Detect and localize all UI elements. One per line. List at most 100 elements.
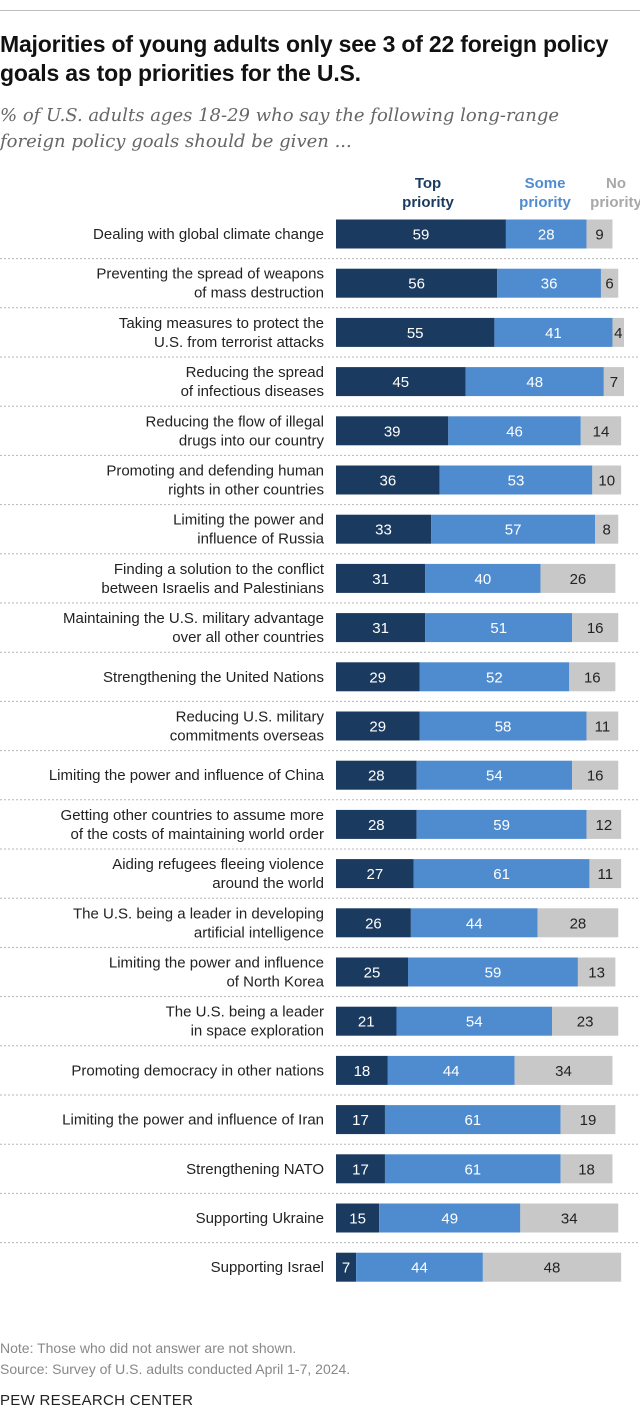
value-label-none: 6 bbox=[605, 276, 613, 293]
category-label: The U.S. being a leader in space explorat… bbox=[166, 1004, 324, 1040]
bar-some bbox=[416, 809, 587, 839]
value-label-some: 49 bbox=[441, 1211, 458, 1228]
bar-some bbox=[419, 662, 570, 692]
value-label-some: 41 bbox=[545, 325, 562, 342]
category-label: Maintaining the U.S. military advantage o… bbox=[63, 610, 324, 646]
value-label-some: 61 bbox=[464, 1112, 481, 1129]
value-label-some: 44 bbox=[411, 1260, 428, 1277]
bar-top bbox=[336, 859, 414, 889]
value-label-some: 52 bbox=[486, 669, 503, 686]
value-label-some: 44 bbox=[466, 915, 483, 932]
bar-some bbox=[396, 1006, 552, 1036]
bar-top bbox=[336, 514, 432, 544]
bar-top bbox=[336, 809, 417, 839]
value-label-none: 9 bbox=[595, 227, 603, 244]
value-label-top: 33 bbox=[375, 522, 392, 539]
bar-none bbox=[552, 1006, 619, 1036]
bar-none bbox=[572, 760, 619, 790]
value-label-top: 45 bbox=[392, 374, 409, 391]
category-label: The U.S. being a leader in developing art… bbox=[73, 905, 324, 941]
bar-some bbox=[356, 1252, 483, 1282]
bar-none bbox=[560, 1105, 616, 1135]
value-label-top: 55 bbox=[407, 325, 424, 342]
bar-top bbox=[336, 711, 420, 741]
value-label-top: 17 bbox=[352, 1112, 369, 1129]
bar-none bbox=[595, 514, 619, 544]
category-label: Strengthening NATO bbox=[186, 1161, 324, 1178]
bar-some bbox=[431, 514, 596, 544]
value-label-none: 19 bbox=[580, 1112, 597, 1129]
value-label-none: 4 bbox=[614, 325, 622, 342]
value-label-some: 28 bbox=[538, 227, 555, 244]
value-label-some: 61 bbox=[493, 866, 510, 883]
value-label-top: 59 bbox=[413, 227, 430, 244]
category-label: Getting other countries to assume more of… bbox=[61, 807, 324, 843]
value-label-top: 39 bbox=[384, 423, 401, 440]
bar-some bbox=[410, 908, 538, 938]
value-label-none: 16 bbox=[587, 768, 604, 785]
footer-brand: PEW RESEARCH CENTER bbox=[0, 1392, 194, 1409]
value-label-none: 18 bbox=[578, 1161, 595, 1178]
value-label-top: 27 bbox=[367, 866, 384, 883]
bar-none bbox=[600, 268, 619, 298]
bar-none bbox=[572, 613, 619, 643]
bar-top bbox=[336, 268, 498, 298]
value-label-top: 29 bbox=[369, 669, 386, 686]
category-label: Limiting the power and influence of Russi… bbox=[173, 512, 325, 548]
bar-none bbox=[603, 367, 624, 397]
bar-none bbox=[537, 908, 619, 938]
category-label: Promoting democracy in other nations bbox=[71, 1062, 324, 1079]
value-label-none: 34 bbox=[555, 1063, 572, 1080]
value-label-top: 31 bbox=[372, 571, 389, 588]
value-label-top: 26 bbox=[365, 915, 382, 932]
bar-some bbox=[497, 268, 601, 298]
bar-top bbox=[336, 465, 440, 495]
value-label-none: 10 bbox=[598, 473, 615, 490]
bar-some bbox=[425, 613, 573, 643]
stacked-bar-chart: Top priority Some priority No priority Dealing… bbox=[0, 175, 640, 1282]
bar-none bbox=[514, 1055, 613, 1085]
value-label-some: 59 bbox=[485, 965, 502, 982]
chart-title: Majorities of young adults only see 3 of… bbox=[0, 31, 609, 86]
bar-none bbox=[580, 416, 622, 446]
bar-top bbox=[336, 908, 411, 938]
bar-top bbox=[336, 563, 426, 593]
bar-some bbox=[448, 416, 581, 446]
value-label-top: 28 bbox=[368, 768, 385, 785]
value-label-none: 12 bbox=[595, 817, 612, 834]
bar-top bbox=[336, 1055, 388, 1085]
value-label-none: 11 bbox=[595, 719, 611, 736]
value-label-none: 14 bbox=[593, 423, 610, 440]
bar-none bbox=[540, 563, 616, 593]
value-label-top: 56 bbox=[408, 276, 425, 293]
bar-none bbox=[520, 1203, 619, 1233]
bar-none bbox=[586, 809, 622, 839]
bar-none bbox=[612, 317, 624, 347]
bar-top bbox=[336, 367, 466, 397]
chart-source: Source: Survey of U.S. adults conducted … bbox=[0, 1361, 351, 1377]
bar-top bbox=[336, 760, 417, 790]
category-label: Aiding refugees fleeing violence around t… bbox=[112, 856, 324, 892]
value-label-none: 34 bbox=[561, 1211, 578, 1228]
value-label-some: 61 bbox=[464, 1161, 481, 1178]
value-label-some: 53 bbox=[508, 473, 525, 490]
value-label-some: 54 bbox=[466, 1014, 483, 1031]
value-label-top: 29 bbox=[369, 719, 386, 736]
bar-none bbox=[577, 957, 616, 987]
category-label: Strengthening the United Nations bbox=[103, 669, 324, 686]
value-label-none: 11 bbox=[597, 866, 613, 883]
legend-some: Some priority bbox=[519, 175, 571, 211]
value-label-top: 7 bbox=[342, 1260, 350, 1277]
bar-some bbox=[419, 711, 587, 741]
category-label: Supporting Ukraine bbox=[196, 1210, 324, 1227]
bar-none bbox=[569, 662, 616, 692]
value-label-top: 36 bbox=[379, 473, 396, 490]
bar-top bbox=[336, 662, 420, 692]
value-label-none: 48 bbox=[544, 1260, 561, 1277]
category-label: Reducing the flow of illegal drugs into o… bbox=[146, 413, 325, 449]
chart-note: Note: Those who did not answer are not s… bbox=[0, 1340, 297, 1356]
top-rule bbox=[0, 10, 640, 11]
value-label-top: 21 bbox=[358, 1014, 375, 1031]
category-label: Promoting and defending human rights in o… bbox=[106, 463, 324, 499]
bar-some bbox=[505, 219, 587, 249]
